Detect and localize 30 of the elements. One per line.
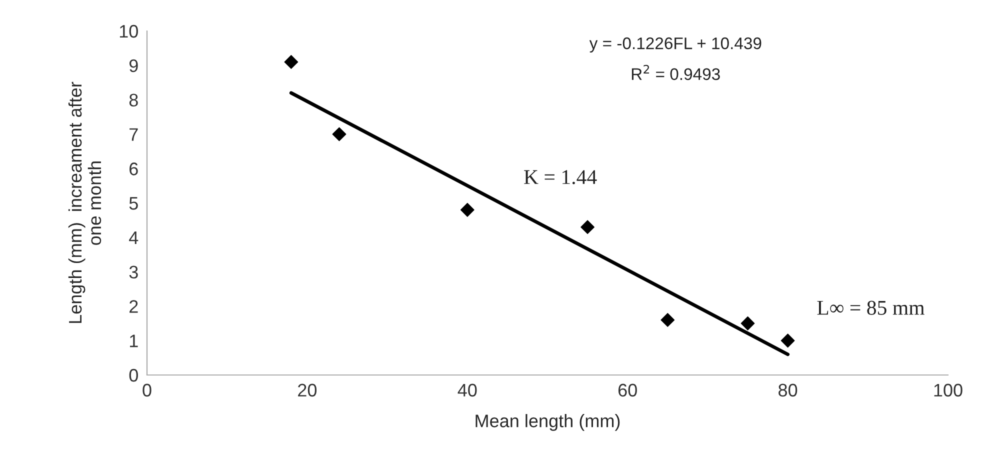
y-axis-title: Length (mm) increament after one month [68,82,102,323]
y-tick-label: 3 [129,266,138,279]
point [740,316,755,330]
y-tick-label: 4 [129,232,138,244]
x-tick-label: 40 [458,384,477,397]
point [460,202,474,217]
y-tick-label: 8 [129,94,138,107]
annotation: L∞ = 85 mm [817,300,925,315]
y-tick-label: 5 [129,197,138,210]
y-tick-label: 6 [130,162,138,176]
y-tick-label: 0 [129,368,138,382]
y-tick-label: 7 [130,128,138,141]
x-axis-title: Mean length (mm) [476,414,620,431]
x-tick-label: 60 [618,384,637,397]
x-tick-label: 20 [298,384,317,397]
x-tick-label: 80 [778,384,798,397]
y-tick-label: 10 [120,24,138,38]
annotation: y = -0.1226FL + 10.439 [589,37,762,53]
point [660,312,675,327]
x-tick-label: 0 [142,384,152,397]
x-tick-label: 100 [934,384,962,397]
point [332,127,346,142]
y-tick-label: 1 [130,334,138,348]
point [580,220,595,234]
point [780,334,795,348]
y-tick-label: 9 [129,59,138,72]
annotation: R$^{2}$ = 0.9493 [632,64,720,80]
point [284,54,298,69]
y-tick-label: 2 [130,300,138,313]
annotation: K = 1.44 [524,170,597,184]
